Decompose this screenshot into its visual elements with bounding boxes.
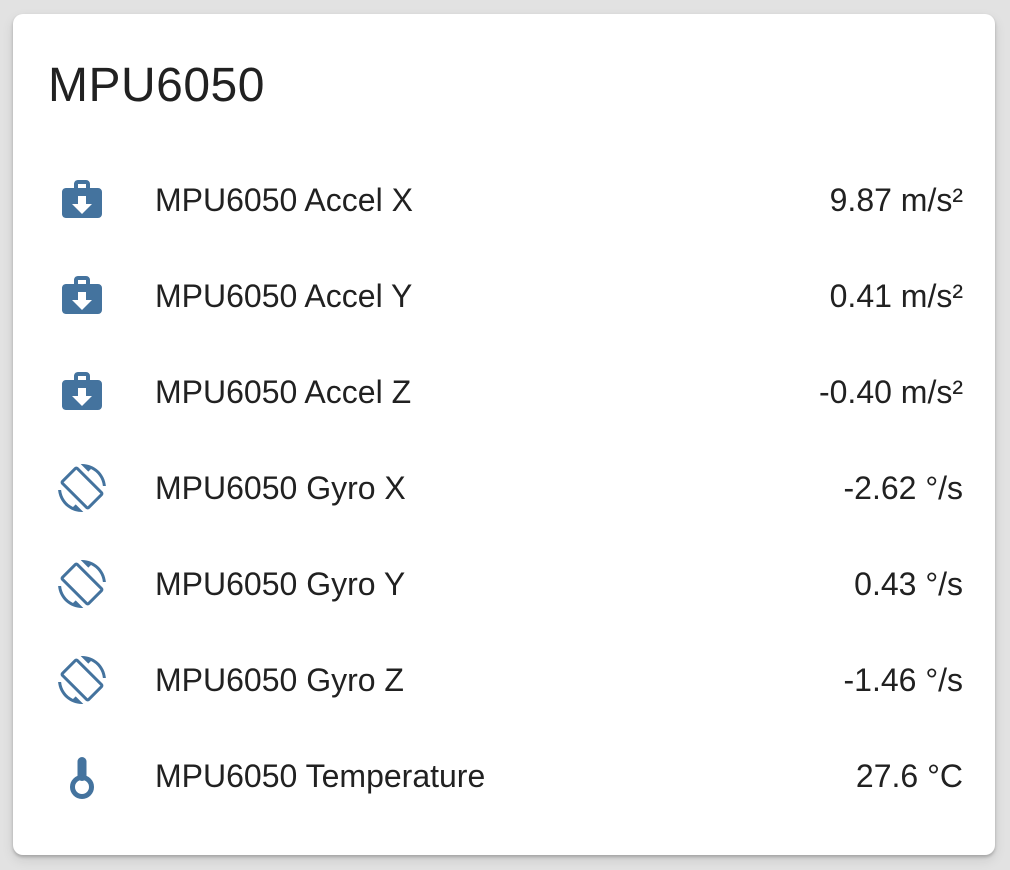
entity-state: -1.46 °/s <box>843 662 963 698</box>
briefcase-download-icon <box>62 372 102 410</box>
entity-row[interactable]: MPU6050 Temperature 27.6 °C <box>48 728 963 824</box>
entity-state: 0.43 °/s <box>854 566 963 602</box>
entity-name: MPU6050 Accel Z <box>155 374 412 410</box>
entity-row[interactable]: MPU6050 Accel X 9.87 m/s² <box>48 152 963 248</box>
entity-state: -0.40 m/s² <box>818 374 963 410</box>
entity-row[interactable]: MPU6050 Accel Y 0.41 m/s² <box>48 248 963 344</box>
entities-list: MPU6050 Accel X 9.87 m/s² MPU6050 Accel … <box>48 152 963 824</box>
card-title: MPU6050 <box>48 59 265 112</box>
screen-rotation-icon <box>58 560 106 608</box>
entity-row[interactable]: MPU6050 Gyro Z -1.46 °/s <box>48 632 963 728</box>
entity-state: 27.6 °C <box>855 758 963 794</box>
entity-row[interactable]: MPU6050 Accel Z -0.40 m/s² <box>48 344 963 440</box>
entity-name: MPU6050 Temperature <box>155 758 486 794</box>
mpu6050-entities-card: MPU6050 MPU6050 Accel X 9.87 m/s² MPU605… <box>13 14 995 855</box>
entity-name: MPU6050 Gyro Y <box>155 566 406 602</box>
entity-row[interactable]: MPU6050 Gyro X -2.62 °/s <box>48 440 963 536</box>
entity-name: MPU6050 Accel X <box>155 182 413 218</box>
entity-state: -2.62 °/s <box>843 470 963 506</box>
entity-name: MPU6050 Gyro X <box>155 470 406 506</box>
briefcase-download-icon <box>62 276 102 314</box>
briefcase-download-icon <box>62 180 102 218</box>
thermometer-icon <box>70 757 94 799</box>
screen-rotation-icon <box>58 656 106 704</box>
entity-name: MPU6050 Accel Y <box>155 278 413 314</box>
entity-name: MPU6050 Gyro Z <box>155 662 404 698</box>
entity-state: 0.41 m/s² <box>829 278 963 314</box>
entity-state: 9.87 m/s² <box>829 182 963 218</box>
screen-rotation-icon <box>58 464 106 512</box>
entity-row[interactable]: MPU6050 Gyro Y 0.43 °/s <box>48 536 963 632</box>
